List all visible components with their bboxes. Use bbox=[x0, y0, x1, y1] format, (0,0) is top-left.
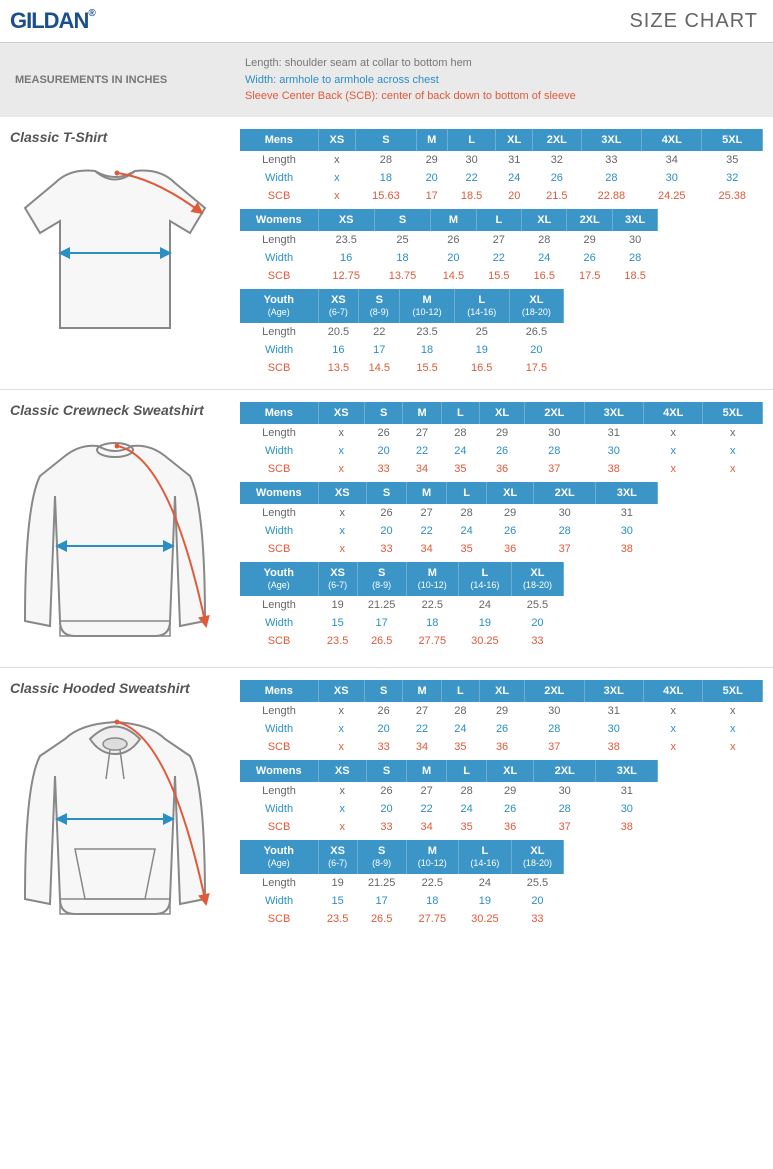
size-table-mens: MensXSSMLXL2XL3XL4XL5XLLengthx2627282930… bbox=[240, 402, 763, 478]
measurements-label: MEASUREMENTS IN INCHES bbox=[15, 74, 245, 86]
product-section: Classic Crewneck Sweatshirt MensXSSMLXL2X… bbox=[0, 390, 773, 668]
brand-logo: GILDAN® bbox=[10, 8, 95, 34]
product-title: Classic T-Shirt bbox=[10, 129, 230, 145]
crewneck-diagram bbox=[10, 426, 230, 659]
size-table-youth: Youth(Age)XS(6-7)S(8-9)M(10-12)L(14-16)X… bbox=[240, 840, 564, 928]
size-table-youth: Youth(Age)XS(6-7)S(8-9)M(10-12)L(14-16)X… bbox=[240, 289, 564, 377]
hoodie-diagram bbox=[10, 704, 230, 937]
product-section: Classic T-Shirt MensXSSMLXL2XL3XL4XL5XLLe… bbox=[0, 117, 773, 390]
def-width: Width: armhole to armhole across chest bbox=[245, 72, 576, 89]
size-table-womens: WomensXSSMLXL2XL3XLLengthx262728293031Wi… bbox=[240, 482, 658, 558]
measurements-bar: MEASUREMENTS IN INCHES Length: shoulder … bbox=[0, 43, 773, 117]
product-title: Classic Crewneck Sweatshirt bbox=[10, 402, 230, 418]
page-title: SIZE CHART bbox=[629, 10, 758, 33]
def-scb: Sleeve Center Back (SCB): center of back… bbox=[245, 88, 576, 105]
size-table-mens: MensXSSMLXL2XL3XL4XL5XLLengthx2627282930… bbox=[240, 680, 763, 756]
size-table-womens: WomensXSSMLXL2XL3XLLengthx262728293031Wi… bbox=[240, 760, 658, 836]
product-section: Classic Hooded Sweatshirt MensXSSMLXL2XL3… bbox=[0, 668, 773, 945]
header: GILDAN® SIZE CHART bbox=[0, 0, 773, 43]
size-table-womens: WomensXSSMLXL2XL3XLLength23.525262728293… bbox=[240, 209, 658, 285]
measurement-definitions: Length: shoulder seam at collar to botto… bbox=[245, 55, 576, 105]
size-table-mens: MensXSSMLXL2XL3XL4XL5XLLengthx2829303132… bbox=[240, 129, 763, 205]
tshirt-diagram bbox=[10, 153, 230, 356]
size-table-youth: Youth(Age)XS(6-7)S(8-9)M(10-12)L(14-16)X… bbox=[240, 562, 564, 650]
product-title: Classic Hooded Sweatshirt bbox=[10, 680, 230, 696]
def-length: Length: shoulder seam at collar to botto… bbox=[245, 55, 576, 72]
